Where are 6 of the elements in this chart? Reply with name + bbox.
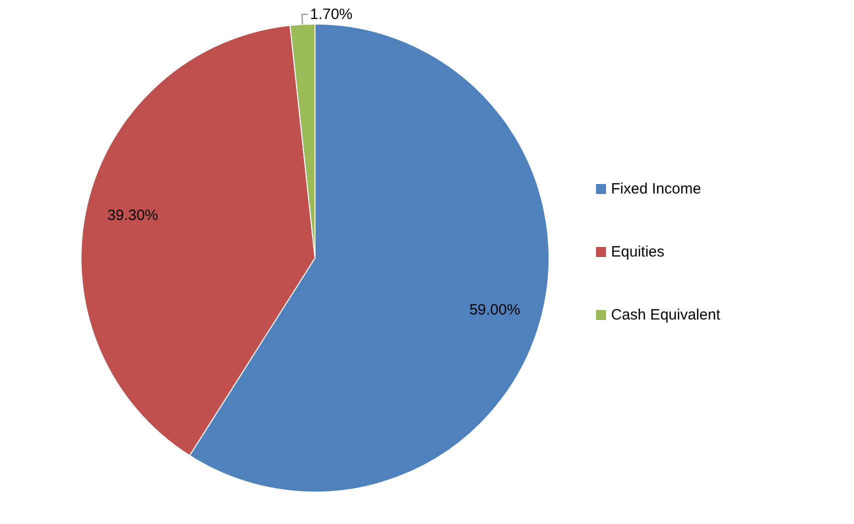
legend-label: Fixed Income <box>611 180 702 198</box>
legend-label: Cash Equivalent <box>611 306 722 324</box>
data-label: 39.30% <box>107 206 158 224</box>
data-label: 1.70% <box>310 6 353 23</box>
data-label: 59.00% <box>469 302 520 319</box>
legend-label: Equities <box>611 244 664 260</box>
